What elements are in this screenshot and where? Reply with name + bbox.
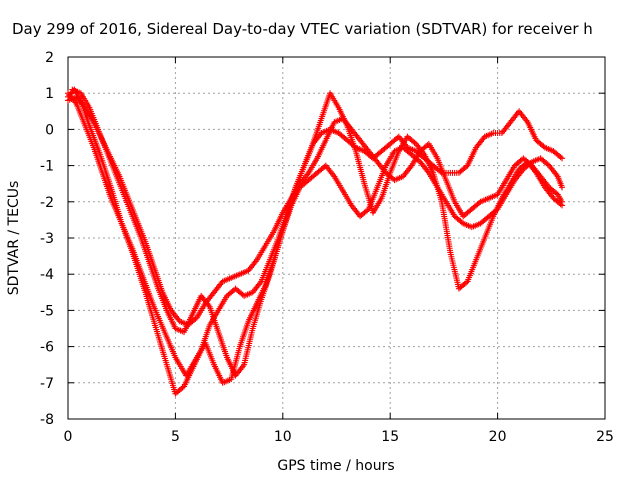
interpolated-point: [557, 154, 564, 161]
interpolated-point: [463, 163, 470, 170]
y-axis-label: SDTVAR / TECUs: [6, 181, 22, 296]
x-tick-label: 5: [171, 429, 180, 445]
interpolated-point: [364, 207, 371, 214]
series-3: [65, 93, 566, 328]
y-tick-label: 2: [45, 50, 54, 66]
interpolated-point: [463, 279, 470, 286]
y-tick-label: -1: [40, 159, 54, 175]
y-tick-label: -2: [40, 195, 54, 211]
axis-ticks: [67, 56, 606, 420]
interpolated-point: [179, 384, 186, 391]
y-tick-label: 0: [45, 122, 54, 138]
data-point: [559, 184, 566, 191]
interpolated-point: [557, 201, 564, 208]
y-tick-label: 1: [45, 86, 54, 102]
interpolated-point: [458, 219, 465, 226]
y-tick-label: -3: [40, 231, 54, 247]
y-tick-label: -7: [40, 376, 54, 392]
interpolated-point: [192, 315, 199, 322]
x-tick-label: 25: [596, 429, 614, 445]
y-tick-labels: -8 -7 -6 -5 -4 -3 -2 -1 0 1 2: [40, 50, 54, 428]
interpolated-point: [553, 190, 560, 197]
interpolated-point: [475, 200, 482, 207]
interpolated-point: [411, 139, 418, 146]
x-axis-label: GPS time / hours: [277, 458, 394, 474]
y-tick-label: -8: [40, 412, 54, 428]
y-tick-label: -6: [40, 340, 54, 356]
data-points: [65, 86, 566, 397]
x-tick-label: 10: [274, 429, 292, 445]
y-tick-label: -5: [40, 303, 54, 319]
interpolated-point: [544, 161, 551, 168]
x-tick-label: 20: [489, 429, 507, 445]
x-tick-label: 0: [64, 429, 73, 445]
y-tick-label: -4: [40, 267, 54, 283]
interpolated-point: [540, 143, 547, 150]
chart-title: Day 299 of 2016, Sidereal Day-to-day VTE…: [12, 20, 593, 38]
data-point: [559, 202, 566, 209]
series-4: [69, 86, 566, 379]
grid-lines: [68, 57, 605, 419]
data-point: [559, 155, 566, 162]
x-tick-labels: 0 5 10 15 20 25: [64, 429, 614, 445]
x-tick-label: 15: [381, 429, 399, 445]
